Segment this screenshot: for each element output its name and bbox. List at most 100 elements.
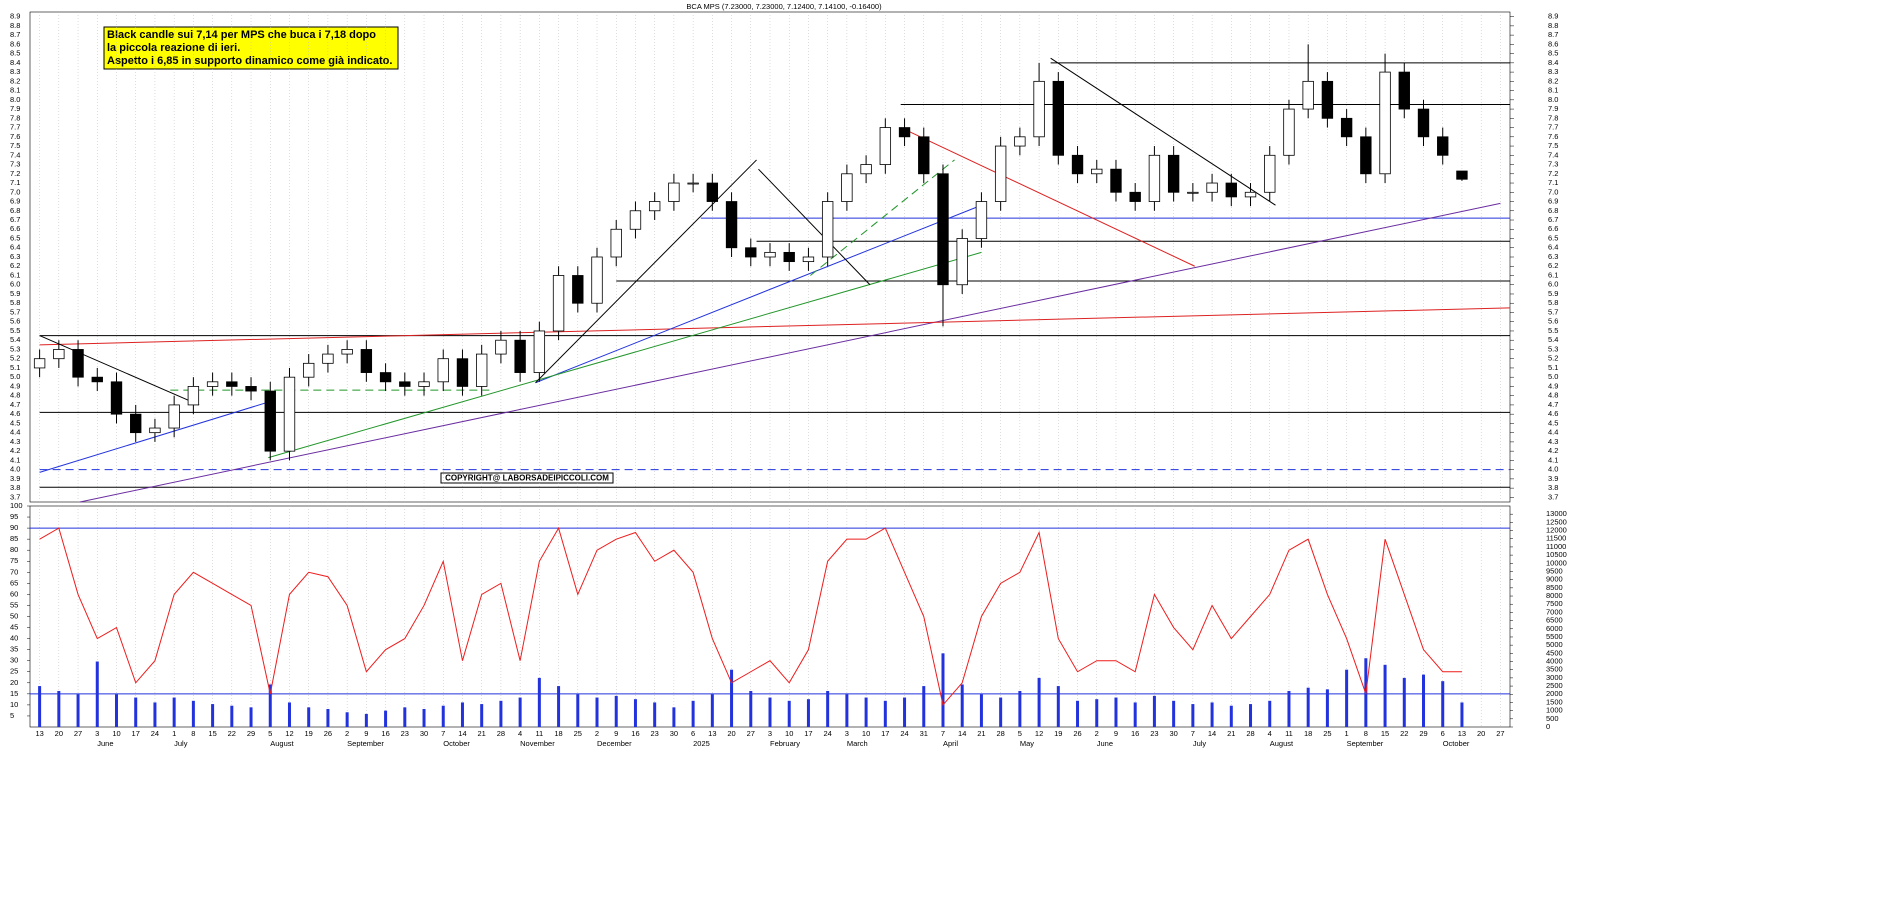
y-tick-label: 4.5 bbox=[1548, 418, 1558, 427]
x-tick-label: 15 bbox=[1381, 729, 1389, 738]
x-tick-label: 27 bbox=[747, 729, 755, 738]
y-tick-label: 4.7 bbox=[1548, 400, 1558, 409]
x-tick-label: 3 bbox=[768, 729, 772, 738]
y-tick-label: 6.8 bbox=[1548, 206, 1558, 215]
y2-tick-label: 9500 bbox=[1546, 566, 1563, 575]
volume-bar bbox=[76, 694, 80, 727]
y-tick-label: 4.6 bbox=[10, 409, 20, 418]
candle-body bbox=[591, 256, 603, 304]
y-tick-label: 40 bbox=[10, 634, 18, 643]
y-tick-label: 6.2 bbox=[10, 261, 20, 270]
month-label: April bbox=[943, 739, 958, 748]
volume-bar bbox=[999, 697, 1003, 727]
volume-bar bbox=[441, 705, 445, 727]
x-tick-label: 13 bbox=[1458, 729, 1466, 738]
trendline bbox=[758, 168, 871, 286]
month-label: May bbox=[1020, 739, 1034, 748]
chart-title: BCA MPS (7.23000, 7.23000, 7.12400, 7.14… bbox=[686, 2, 882, 11]
volume-bar bbox=[1056, 686, 1060, 727]
y-tick-label: 6.9 bbox=[10, 197, 20, 206]
x-tick-label: 23 bbox=[1150, 729, 1158, 738]
month-label: August bbox=[270, 739, 294, 748]
y-tick-label: 8.5 bbox=[10, 49, 20, 58]
y-tick-label: 5.1 bbox=[10, 363, 20, 372]
candle-body bbox=[1437, 136, 1449, 156]
y-tick-label: 6.3 bbox=[10, 252, 20, 261]
y-tick-label: 60 bbox=[10, 589, 18, 598]
candle-body bbox=[533, 330, 546, 373]
candle-body bbox=[341, 349, 353, 355]
candle-body bbox=[1148, 154, 1161, 202]
candle-body bbox=[706, 182, 719, 202]
y-tick-label: 5.7 bbox=[10, 307, 20, 316]
volume-bar bbox=[864, 697, 868, 727]
y2-tick-label: 8500 bbox=[1546, 583, 1563, 592]
y-tick-label: 25 bbox=[10, 667, 18, 676]
y-tick-label: 8.0 bbox=[1548, 95, 1558, 104]
x-tick-label: 10 bbox=[862, 729, 870, 738]
y-tick-label: 35 bbox=[10, 645, 18, 654]
annotation: Black candle sui 7,14 per MPS che buca i… bbox=[107, 29, 376, 41]
annotation: la piccola reazione di ieri. bbox=[107, 42, 240, 54]
x-tick-label: 28 bbox=[996, 729, 1004, 738]
x-tick-label: 9 bbox=[364, 729, 368, 738]
trendline bbox=[900, 127, 1195, 267]
trendline bbox=[39, 335, 200, 406]
volume-bar bbox=[1210, 702, 1214, 727]
x-tick-label: 5 bbox=[268, 729, 272, 738]
volume-bar bbox=[1268, 700, 1272, 727]
volume-bar bbox=[614, 695, 618, 727]
y-tick-label: 45 bbox=[10, 623, 18, 632]
x-tick-label: 7 bbox=[441, 729, 445, 738]
candle-body bbox=[53, 349, 65, 360]
volume-bar bbox=[1095, 699, 1099, 727]
y-tick-label: 7.0 bbox=[1548, 187, 1558, 196]
x-tick-label: 16 bbox=[1131, 729, 1139, 738]
y-tick-label: 4.9 bbox=[1548, 381, 1558, 390]
y-tick-label: 6.5 bbox=[10, 233, 20, 242]
y-tick-label: 55 bbox=[10, 600, 18, 609]
x-tick-label: 24 bbox=[151, 729, 159, 738]
y-tick-label: 5.5 bbox=[1548, 326, 1558, 335]
y-tick-label: 6.9 bbox=[1548, 197, 1558, 206]
candle-body bbox=[764, 251, 776, 258]
volume-bar bbox=[1306, 687, 1310, 727]
volume-bar bbox=[1325, 689, 1329, 727]
candle-body bbox=[91, 376, 103, 383]
y-tick-label: 15 bbox=[10, 689, 18, 698]
y-tick-label: 7.5 bbox=[1548, 141, 1558, 150]
month-label: November bbox=[520, 739, 555, 748]
y-tick-label: 4.1 bbox=[1548, 455, 1558, 464]
month-label: 2025 bbox=[693, 739, 710, 748]
candle-body bbox=[1264, 154, 1276, 193]
y-tick-label: 4.9 bbox=[10, 381, 20, 390]
y2-tick-label: 6500 bbox=[1546, 616, 1563, 625]
volume-bar bbox=[653, 702, 657, 727]
copyright: COPYRIGHT@ LABORSADEIPICCOLI.COM bbox=[445, 474, 609, 483]
volume-bar bbox=[268, 684, 272, 727]
month-label: December bbox=[597, 739, 632, 748]
volume-bar bbox=[345, 712, 349, 727]
volume-bar bbox=[518, 697, 522, 727]
y-tick-label: 8.5 bbox=[1548, 49, 1558, 58]
y-tick-label: 5 bbox=[10, 711, 14, 720]
volume-bar bbox=[576, 694, 580, 727]
volume-bar bbox=[422, 708, 426, 727]
y-tick-label: 10 bbox=[10, 700, 18, 709]
candle-body bbox=[745, 247, 757, 258]
y-tick-label: 7.9 bbox=[1548, 104, 1558, 113]
x-tick-label: 17 bbox=[881, 729, 889, 738]
y-tick-label: 7.2 bbox=[1548, 169, 1558, 178]
y2-tick-label: 12500 bbox=[1546, 517, 1567, 526]
x-tick-label: 1 bbox=[172, 729, 176, 738]
x-tick-label: 8 bbox=[1364, 729, 1368, 738]
x-tick-label: 26 bbox=[1073, 729, 1081, 738]
x-tick-label: 21 bbox=[977, 729, 985, 738]
candle-body bbox=[1091, 168, 1103, 175]
x-tick-label: 12 bbox=[285, 729, 293, 738]
y-tick-label: 5.4 bbox=[10, 335, 20, 344]
y-tick-label: 3.7 bbox=[1548, 492, 1558, 501]
x-tick-label: 2 bbox=[1095, 729, 1099, 738]
y-tick-label: 5.8 bbox=[10, 298, 20, 307]
y2-tick-label: 5000 bbox=[1546, 640, 1563, 649]
